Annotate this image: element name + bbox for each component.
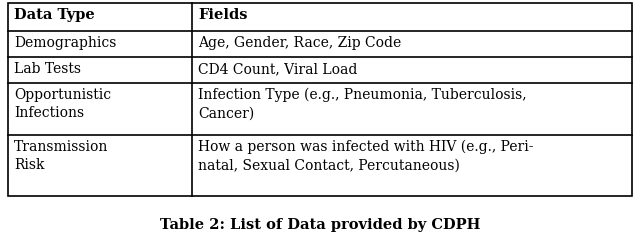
Text: Fields: Fields — [198, 8, 248, 22]
Text: Data Type: Data Type — [14, 8, 95, 22]
Text: How a person was infected with HIV (e.g., Peri-
natal, Sexual Contact, Percutane: How a person was infected with HIV (e.g.… — [198, 140, 534, 172]
Text: Age, Gender, Race, Zip Code: Age, Gender, Race, Zip Code — [198, 36, 401, 50]
Text: Lab Tests: Lab Tests — [14, 62, 81, 76]
Text: Demographics: Demographics — [14, 36, 116, 50]
Text: Opportunistic
Infections: Opportunistic Infections — [14, 88, 111, 120]
Text: Infection Type (e.g., Pneumonia, Tuberculosis,
Cancer): Infection Type (e.g., Pneumonia, Tubercu… — [198, 88, 527, 120]
Text: Transmission
Risk: Transmission Risk — [14, 140, 108, 172]
Text: Table 2: List of Data provided by CDPH: Table 2: List of Data provided by CDPH — [160, 218, 480, 232]
Bar — [8, 3, 632, 196]
Text: CD4 Count, Viral Load: CD4 Count, Viral Load — [198, 62, 358, 76]
